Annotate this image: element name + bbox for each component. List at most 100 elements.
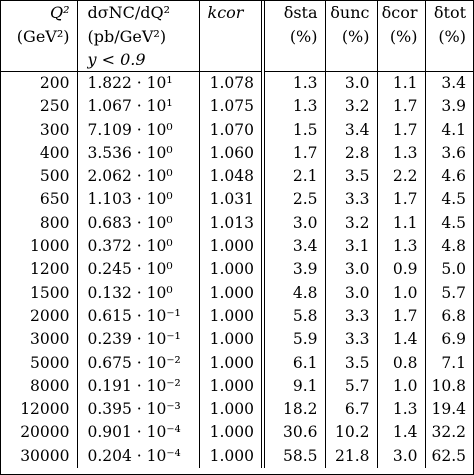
table-row: 3000 0.239 · 10⁻¹ 1.000 5.9 3.3 1.4 6.9 bbox=[1, 328, 473, 352]
cell-dtot: 3.9 bbox=[441, 97, 466, 116]
cell-kcor: 1.060 bbox=[199, 141, 265, 166]
table-row: 650 1.103 · 10⁰ 1.031 2.5 3.3 1.7 4.5 bbox=[1, 188, 473, 212]
cell-xsec: 0.615 · 10⁻¹ bbox=[77, 304, 200, 329]
cell-q2: 12000 bbox=[1, 398, 78, 422]
cell-kcor: 1.000 bbox=[199, 398, 265, 422]
cell-dunc: 21.8 bbox=[325, 444, 378, 469]
cell-dsta: 3.0 bbox=[263, 211, 326, 236]
table-body: 200 1.822 · 10¹ 1.078 1.3 3.0 1.1 3.4 250 1.067 … bbox=[1, 71, 473, 469]
cell-dtot: 6.9 bbox=[441, 330, 466, 349]
header-empty-dcor bbox=[377, 48, 426, 72]
cell-xsec: 7.109 · 10⁰ bbox=[77, 118, 200, 142]
table-row: 250 1.067 · 10¹ 1.075 1.3 3.2 1.7 3.9 bbox=[1, 95, 473, 119]
header-row-1: Q² dσNC/dQ² kcor δsta δunc δcor δtot bbox=[1, 1, 473, 25]
cell-dcor: 2.2 bbox=[377, 165, 426, 189]
cell-kcor: 1.013 bbox=[199, 211, 265, 236]
cell-q2: 20000 bbox=[1, 421, 78, 445]
table-row: 20000 0.901 · 10⁻⁴ 1.000 30.6 10.2 1.4 32.2 bbox=[1, 421, 473, 445]
header-dtot: δtot bbox=[433, 3, 466, 22]
table-row: 2000 0.615 · 10⁻¹ 1.000 5.8 3.3 1.7 6.8 bbox=[1, 304, 473, 329]
cell-dsta: 9.1 bbox=[263, 374, 326, 399]
header-q2-unit: (GeV²) bbox=[1, 25, 78, 48]
cell-dtot: 32.2 bbox=[431, 423, 466, 442]
cell-dtot: 3.6 bbox=[441, 143, 466, 162]
cell-xsec: 0.683 · 10⁰ bbox=[77, 211, 200, 236]
cell-xsec: 0.191 · 10⁻² bbox=[77, 374, 200, 399]
cell-xsec: 0.372 · 10⁰ bbox=[77, 235, 200, 259]
header-empty-dunc bbox=[325, 48, 378, 72]
cell-xsec: 2.062 · 10⁰ bbox=[77, 165, 200, 189]
cell-dtot: 4.8 bbox=[441, 237, 466, 256]
table-row: 5000 0.675 · 10⁻² 1.000 6.1 3.5 0.8 7.1 bbox=[1, 351, 473, 375]
cell-xsec: 0.132 · 10⁰ bbox=[77, 281, 200, 305]
header-row-3: y < 0.9 bbox=[1, 48, 473, 72]
cell-dtot: 10.8 bbox=[431, 376, 466, 395]
header-empty-dsta bbox=[263, 48, 326, 72]
table-row: 400 3.536 · 10⁰ 1.060 1.7 2.8 1.3 3.6 bbox=[1, 141, 473, 166]
table-row: 8000 0.191 · 10⁻² 1.000 9.1 5.7 1.0 10.8 bbox=[1, 374, 473, 399]
cell-dtot: 62.5 bbox=[431, 446, 466, 465]
cell-kcor: 1.070 bbox=[199, 118, 265, 142]
cell-dunc: 3.1 bbox=[325, 235, 378, 259]
cell-q2: 1500 bbox=[1, 281, 78, 305]
cell-kcor: 1.048 bbox=[199, 165, 265, 189]
header-empty-kcor bbox=[199, 48, 265, 72]
header-dsta-unit: (%) bbox=[263, 25, 326, 48]
cell-dsta: 2.1 bbox=[263, 165, 326, 189]
cell-dunc: 3.0 bbox=[325, 281, 378, 305]
cell-kcor: 1.000 bbox=[199, 281, 265, 305]
cell-dunc: 5.7 bbox=[325, 374, 378, 399]
cell-dsta: 3.4 bbox=[263, 235, 326, 259]
header-dtot-unit: (%) bbox=[438, 27, 466, 46]
cell-dtot: 6.8 bbox=[441, 306, 466, 325]
cell-kcor: 1.000 bbox=[199, 258, 265, 282]
header-q2: Q² bbox=[1, 1, 78, 25]
cell-dcor: 1.1 bbox=[377, 71, 426, 96]
cell-dtot: 4.5 bbox=[441, 190, 466, 209]
header-xsec-cut: y < 0.9 bbox=[77, 48, 200, 72]
cell-dcor: 1.7 bbox=[377, 118, 426, 142]
cell-dsta: 1.7 bbox=[263, 141, 326, 166]
cell-dsta: 6.1 bbox=[263, 351, 326, 375]
cell-dunc: 3.0 bbox=[325, 71, 378, 96]
cell-dsta: 1.3 bbox=[263, 95, 326, 119]
table-row: 500 2.062 · 10⁰ 1.048 2.1 3.5 2.2 4.6 bbox=[1, 165, 473, 189]
table-row: 1500 0.132 · 10⁰ 1.000 4.8 3.0 1.0 5.7 bbox=[1, 281, 473, 305]
cell-q2: 1200 bbox=[1, 258, 78, 282]
cell-kcor: 1.031 bbox=[199, 188, 265, 212]
cell-dsta: 1.5 bbox=[263, 118, 326, 142]
cell-dsta: 58.5 bbox=[263, 444, 326, 469]
cell-dcor: 1.3 bbox=[377, 235, 426, 259]
cell-dcor: 0.9 bbox=[377, 258, 426, 282]
cell-dunc: 3.0 bbox=[325, 258, 378, 282]
cell-dsta: 2.5 bbox=[263, 188, 326, 212]
cell-kcor: 1.000 bbox=[199, 374, 265, 399]
cell-kcor: 1.000 bbox=[199, 421, 265, 445]
cell-dsta: 3.9 bbox=[263, 258, 326, 282]
cell-dtot: 4.1 bbox=[441, 120, 466, 139]
header-empty-q2 bbox=[1, 48, 78, 72]
cell-q2: 650 bbox=[1, 188, 78, 212]
cell-dunc: 3.5 bbox=[325, 165, 378, 189]
cell-dcor: 1.7 bbox=[377, 95, 426, 119]
table-row: 300 7.109 · 10⁰ 1.070 1.5 3.4 1.7 4.1 bbox=[1, 118, 473, 142]
cell-kcor: 1.000 bbox=[199, 328, 265, 352]
cell-dsta: 5.9 bbox=[263, 328, 326, 352]
cell-q2: 800 bbox=[1, 211, 78, 236]
cell-kcor: 1.000 bbox=[199, 235, 265, 259]
cell-xsec: 1.822 · 10¹ bbox=[77, 71, 200, 96]
cell-dsta: 1.3 bbox=[263, 71, 326, 96]
table-header: Q² dσNC/dQ² kcor δsta δunc δcor δtot (Ge… bbox=[1, 1, 473, 72]
cell-dcor: 1.3 bbox=[377, 141, 426, 166]
table-row: 1200 0.245 · 10⁰ 1.000 3.9 3.0 0.9 5.0 bbox=[1, 258, 473, 282]
cell-xsec: 0.901 · 10⁻⁴ bbox=[77, 421, 200, 445]
header-empty-dtot bbox=[425, 48, 473, 72]
cell-dunc: 3.2 bbox=[325, 95, 378, 119]
cell-dsta: 30.6 bbox=[263, 421, 326, 445]
header-dsta: δsta bbox=[263, 1, 326, 25]
cell-xsec: 3.536 · 10⁰ bbox=[77, 141, 200, 166]
header-kcor-empty bbox=[199, 25, 265, 48]
header-dunc-unit: (%) bbox=[325, 25, 378, 48]
